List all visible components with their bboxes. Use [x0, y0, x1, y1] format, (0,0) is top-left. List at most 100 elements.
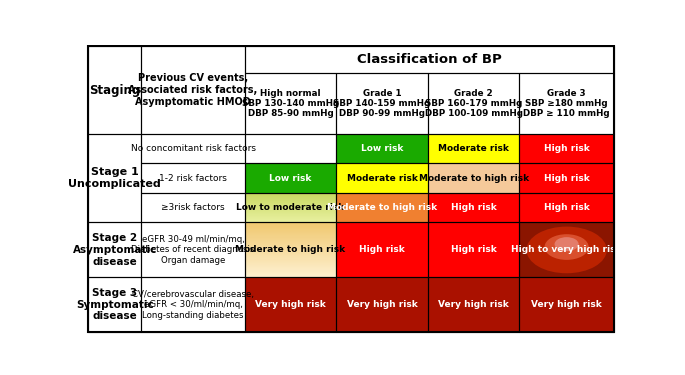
Bar [245, 202, 336, 203]
Bar [428, 164, 519, 193]
Bar [88, 278, 141, 332]
Bar [245, 207, 336, 208]
Bar [245, 194, 336, 195]
Bar [428, 134, 519, 164]
Bar [428, 193, 519, 222]
Bar [336, 164, 428, 193]
Bar [245, 272, 336, 273]
Text: Moderate to high risk: Moderate to high risk [236, 245, 346, 254]
Bar [245, 278, 336, 332]
Bar [245, 197, 336, 198]
Text: Very high risk: Very high risk [438, 300, 509, 309]
Bar [519, 134, 614, 164]
Bar [141, 222, 245, 278]
Bar [245, 268, 336, 270]
Bar [245, 221, 336, 222]
Text: No concomitant risk factors: No concomitant risk factors [131, 144, 256, 153]
Ellipse shape [527, 226, 607, 273]
Bar [245, 250, 336, 251]
Ellipse shape [545, 234, 588, 260]
Bar [245, 204, 336, 205]
Bar [336, 278, 428, 332]
Bar [245, 224, 336, 226]
Text: Very high risk: Very high risk [347, 300, 417, 309]
Text: Grade 2
SBP 160-179 mmHg
DBP 100-109 mmHg: Grade 2 SBP 160-179 mmHg DBP 100-109 mmH… [425, 88, 523, 118]
Bar [88, 222, 141, 278]
Bar [245, 243, 336, 244]
Bar [519, 222, 614, 278]
Bar [245, 226, 336, 228]
Bar [245, 193, 336, 222]
Bar [336, 222, 428, 278]
Bar [245, 210, 336, 211]
Bar [245, 231, 336, 232]
Bar [245, 198, 336, 199]
Bar [428, 73, 519, 134]
Bar [245, 263, 336, 264]
Bar [245, 164, 336, 193]
Bar [245, 236, 336, 237]
Bar [245, 260, 336, 261]
Bar [245, 220, 336, 221]
Bar [88, 134, 141, 222]
Text: Very high risk: Very high risk [255, 300, 326, 309]
Bar [245, 261, 336, 262]
Text: eGFR 30-49 ml/min/mq,
Diabetes of recent diagnosis
Organ damage: eGFR 30-49 ml/min/mq, Diabetes of recent… [132, 235, 255, 265]
Bar [428, 222, 519, 278]
Bar [245, 211, 336, 212]
Bar [245, 233, 336, 234]
Bar [245, 164, 336, 193]
Bar [245, 253, 336, 254]
Bar [245, 241, 336, 242]
Bar [245, 240, 336, 241]
Bar [245, 73, 336, 134]
Bar [245, 234, 336, 236]
Bar [519, 193, 614, 222]
Text: Very high risk: Very high risk [532, 300, 602, 309]
Bar [245, 201, 336, 202]
Bar [519, 222, 614, 278]
Bar [245, 195, 336, 196]
Bar [141, 164, 245, 193]
Bar [245, 208, 336, 209]
Bar [245, 214, 336, 215]
Bar [245, 215, 336, 216]
Bar [245, 210, 336, 211]
Bar [245, 206, 336, 207]
Text: High risk: High risk [451, 245, 497, 254]
Bar [88, 46, 141, 134]
Bar [519, 193, 614, 222]
Text: Classification of BP: Classification of BP [357, 53, 501, 66]
Text: Moderate to high risk: Moderate to high risk [327, 203, 437, 212]
Bar [245, 207, 336, 208]
Bar [245, 46, 614, 73]
Bar [245, 274, 336, 275]
Bar [245, 232, 336, 234]
Text: Grade 1
SBP 140-159 mmHg
DBP 90-99 mmHg: Grade 1 SBP 140-159 mmHg DBP 90-99 mmHg [334, 88, 431, 118]
Bar [245, 198, 336, 200]
Bar [245, 205, 336, 206]
Text: Stage 3
Symptomatic
disease: Stage 3 Symptomatic disease [76, 288, 153, 321]
Bar [245, 270, 336, 272]
Bar [245, 46, 614, 73]
Ellipse shape [555, 237, 579, 251]
Bar [245, 238, 336, 240]
Bar [336, 134, 428, 164]
Text: High risk: High risk [451, 203, 497, 212]
Bar [245, 273, 336, 274]
Text: Low risk: Low risk [269, 174, 312, 183]
Bar [428, 222, 519, 278]
Bar [245, 134, 336, 164]
Bar [245, 248, 336, 249]
Bar [245, 245, 336, 247]
Bar [245, 264, 336, 265]
Bar [245, 252, 336, 253]
Text: Staging: Staging [89, 84, 140, 97]
Bar [245, 217, 336, 218]
Bar [245, 246, 336, 248]
Bar [245, 194, 336, 195]
Text: High risk: High risk [544, 174, 590, 183]
Bar [141, 46, 245, 134]
Text: High risk: High risk [544, 203, 590, 212]
Bar [245, 267, 336, 268]
